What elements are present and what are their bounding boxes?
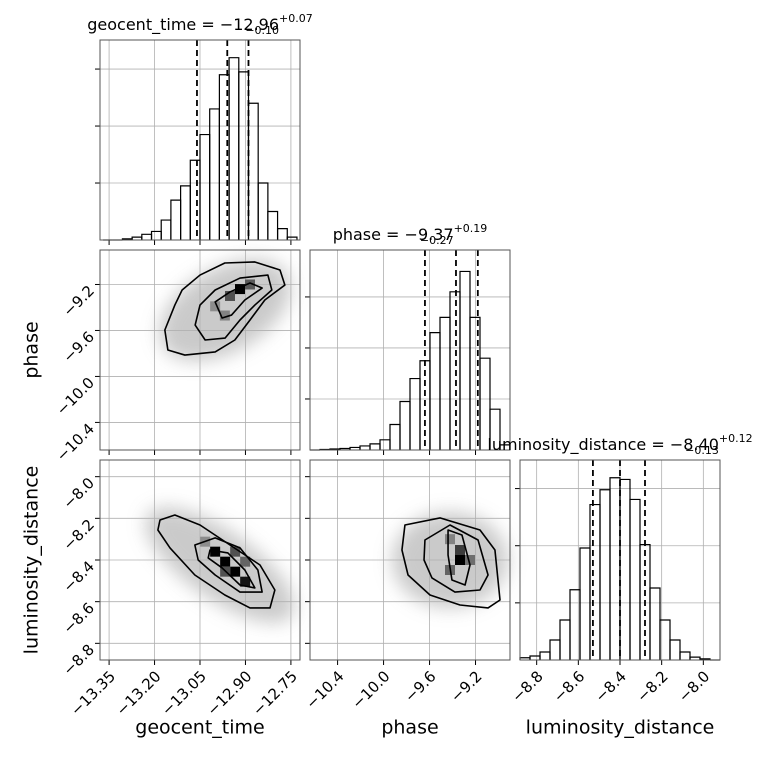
title-text: luminosity_distance = −8.40	[487, 435, 718, 455]
contour	[207, 549, 256, 589]
title-upper: +0.07	[279, 12, 313, 25]
x-axis-label: geocent_time	[135, 717, 264, 739]
x-axis-label: phase	[381, 717, 438, 739]
title-lower: −0.27	[420, 234, 454, 247]
histogram-title: phase = −9.37+0.19 −0.27	[333, 222, 488, 247]
histogram-bin	[267, 210, 279, 240]
density-cell	[465, 555, 475, 565]
density-cell	[235, 284, 245, 295]
density-cell	[230, 566, 241, 577]
density-cell	[455, 545, 465, 555]
histogram-title: geocent_time = −12.96+0.07 −0.10	[87, 12, 313, 37]
histogram-bin	[489, 408, 501, 450]
y-axis-label: luminosity_distance	[21, 466, 43, 655]
density-cell	[220, 556, 231, 567]
contour	[194, 537, 263, 593]
density-cell	[230, 546, 241, 557]
histogram-bin	[276, 228, 288, 240]
title-upper: +0.19	[454, 222, 488, 235]
y-axis-label: phase	[21, 321, 43, 378]
density-cell	[219, 310, 230, 321]
histogram-bin	[679, 651, 691, 660]
title-upper: +0.12	[719, 432, 753, 445]
title-lower: −0.10	[245, 24, 279, 37]
title-text: geocent_time = −12.96	[87, 15, 279, 35]
histogram-bin	[286, 236, 298, 240]
cloud	[145, 507, 295, 623]
x-axis-label: luminosity_distance	[526, 717, 715, 739]
density-cell	[240, 576, 251, 587]
contour	[447, 529, 471, 586]
contour	[157, 514, 276, 609]
density-cell	[455, 555, 465, 565]
axes-frame	[99, 39, 301, 241]
density-cell	[210, 546, 221, 557]
density-cell	[225, 290, 235, 301]
axes-frame	[309, 249, 511, 451]
title-text: phase = −9.37	[333, 225, 454, 244]
axes-frame	[309, 459, 511, 661]
histogram-bin	[669, 639, 681, 660]
histogram-bin	[479, 357, 491, 450]
axes-frame	[519, 459, 721, 661]
contour	[194, 274, 273, 341]
contour	[401, 517, 501, 609]
density-cell	[445, 534, 455, 545]
axes-frame	[99, 459, 301, 661]
axes-frame	[99, 249, 301, 451]
contour	[423, 524, 489, 593]
density-cell	[210, 301, 221, 312]
contour	[164, 261, 286, 356]
histogram-title: luminosity_distance = −8.40+0.12 −0.13	[487, 432, 752, 457]
title-lower: −0.13	[685, 444, 719, 457]
density-cell	[240, 556, 251, 567]
contour	[214, 282, 263, 319]
density-cell	[245, 279, 255, 290]
